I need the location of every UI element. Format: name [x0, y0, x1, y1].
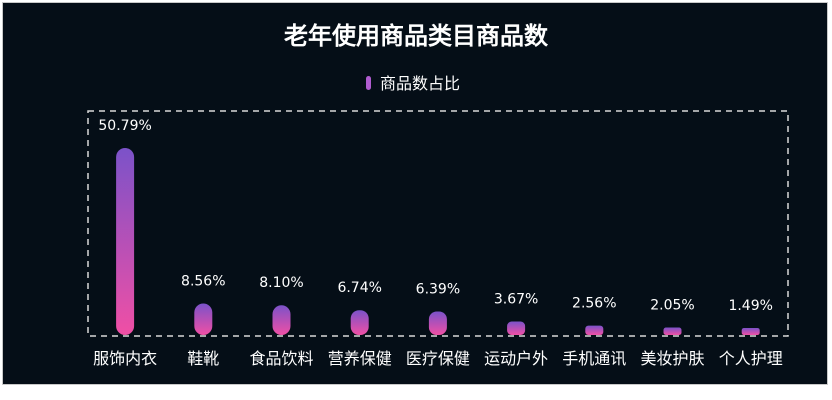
category-label-5: 医疗保健: [406, 349, 470, 368]
legend-label: 商品数占比: [380, 74, 460, 93]
bar-5: [428, 311, 447, 335]
value-label-1: 50.79%: [98, 118, 151, 134]
value-label-group: 50.79% 8.56% 8.10% 6.74% 6.39% 3.67% 2.56% 2.05…: [98, 118, 773, 314]
bar-1: [116, 148, 135, 335]
bar-3: [272, 305, 291, 335]
value-label-4: 6.74%: [337, 280, 381, 296]
bar-2: [194, 303, 213, 335]
bar-8: [663, 327, 682, 335]
bar-6: [507, 321, 526, 335]
category-label-group: 服饰内衣 鞋靴 食品饮料 营养保健 医疗保健 运动户外 手机通讯 美妆护肤 个人护理: [93, 349, 783, 368]
bar-9: [741, 328, 760, 335]
value-label-7: 2.56%: [572, 296, 616, 312]
value-label-3: 8.10%: [259, 275, 303, 291]
category-label-2: 鞋靴: [187, 349, 219, 368]
category-label-4: 营养保健: [328, 349, 392, 368]
chart-frame: [2, 2, 828, 385]
bar-group: [116, 148, 760, 335]
category-label-3: 食品饮料: [249, 349, 313, 368]
category-label-8: 美妆护肤: [640, 349, 704, 368]
value-label-6: 3.67%: [494, 292, 538, 308]
bar-4: [350, 310, 369, 335]
value-label-9: 1.49%: [728, 298, 772, 314]
bar-7: [585, 325, 604, 335]
category-label-9: 个人护理: [719, 349, 783, 368]
category-label-1: 服饰内衣: [93, 349, 157, 368]
category-label-7: 手机通讯: [562, 349, 626, 368]
value-label-5: 6.39%: [416, 282, 460, 298]
value-label-8: 2.05%: [650, 298, 694, 314]
value-label-2: 8.56%: [181, 274, 225, 290]
legend: 商品数占比: [366, 74, 460, 93]
chart-title: 老年使用商品类目商品数: [284, 22, 549, 50]
legend-marker: [366, 76, 371, 90]
category-label-6: 运动户外: [484, 349, 548, 368]
